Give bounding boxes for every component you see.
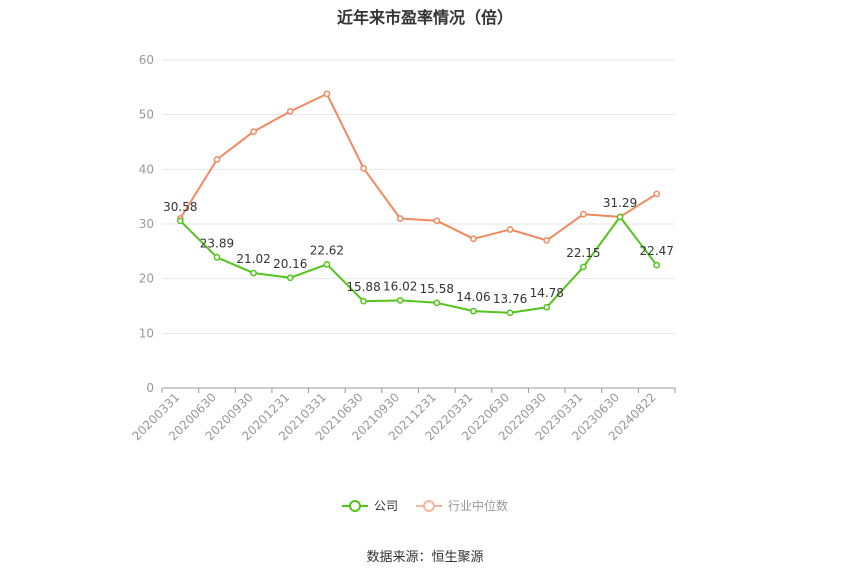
data-point-industry-median xyxy=(286,108,294,115)
data-point-company xyxy=(543,303,551,311)
data-point-company xyxy=(506,309,514,317)
data-point-industry-median xyxy=(470,235,477,243)
data-point-industry-median xyxy=(543,237,551,244)
data-label: 22.47 xyxy=(639,244,673,258)
data-point-industry-median xyxy=(506,226,514,233)
series-line-company xyxy=(179,215,658,314)
data-point-company xyxy=(580,263,587,271)
data-label: 14.78 xyxy=(530,286,564,300)
legend-label-company: 公司 xyxy=(373,499,398,513)
data-point-company xyxy=(396,297,404,304)
data-point-company xyxy=(286,274,294,282)
series-lines xyxy=(176,90,661,317)
data-point-industry-median xyxy=(323,90,331,98)
data-point-company xyxy=(323,260,331,268)
data-point-company xyxy=(470,307,477,315)
data-point-company xyxy=(360,297,367,305)
data-label: 22.62 xyxy=(310,243,344,257)
data-source-note: 数据来源：恒生聚源 xyxy=(366,550,484,565)
data-label: 15.88 xyxy=(346,280,380,294)
legend-line-marker-icon xyxy=(341,499,368,512)
data-point-industry-median xyxy=(653,190,661,198)
legend-line-marker-icon xyxy=(416,499,442,512)
data-label: 22.15 xyxy=(566,246,600,260)
data-point-company xyxy=(653,261,661,269)
data-point-company xyxy=(176,217,184,225)
data-label: 14.06 xyxy=(456,290,490,304)
y-tick-label: 10 xyxy=(139,326,154,340)
data-point-industry-median xyxy=(250,128,257,135)
data-point-industry-median xyxy=(360,164,367,172)
data-point-industry-median xyxy=(580,210,587,218)
legend-label-industry-median: 行业中位数 xyxy=(448,499,509,513)
data-point-industry-median xyxy=(433,217,441,225)
y-tick-label: 30 xyxy=(139,217,154,231)
y-tick-label: 20 xyxy=(139,272,154,286)
legend-item-company[interactable]: 公司 xyxy=(341,497,398,514)
data-label: 31.29 xyxy=(603,196,637,210)
y-tick-label: 0 xyxy=(146,381,154,395)
data-point-company xyxy=(433,299,441,307)
data-label: 21.02 xyxy=(236,252,270,266)
legend-item-industry-median[interactable]: 行业中位数 xyxy=(416,497,508,514)
data-label: 13.76 xyxy=(493,292,527,306)
data-label: 15.58 xyxy=(420,282,454,296)
data-label: 16.02 xyxy=(383,279,417,293)
data-point-company xyxy=(616,213,624,221)
data-point-company xyxy=(213,254,221,261)
grid-lines xyxy=(162,59,675,334)
y-tick-label: 60 xyxy=(139,53,154,67)
data-point-company xyxy=(250,269,257,277)
series-line-industry-median xyxy=(179,92,658,242)
data-point-industry-median xyxy=(396,215,404,222)
data-point-industry-median xyxy=(213,156,221,163)
y-tick-label: 40 xyxy=(139,162,154,176)
data-label: 30.58 xyxy=(163,200,197,214)
legend: 公司 行业中位数 xyxy=(0,497,850,514)
data-label: 23.89 xyxy=(200,236,234,250)
chart-title: 近年来市盈率情况（倍） xyxy=(336,8,513,27)
y-tick-label: 50 xyxy=(139,108,154,122)
data-label: 20.16 xyxy=(273,257,307,271)
